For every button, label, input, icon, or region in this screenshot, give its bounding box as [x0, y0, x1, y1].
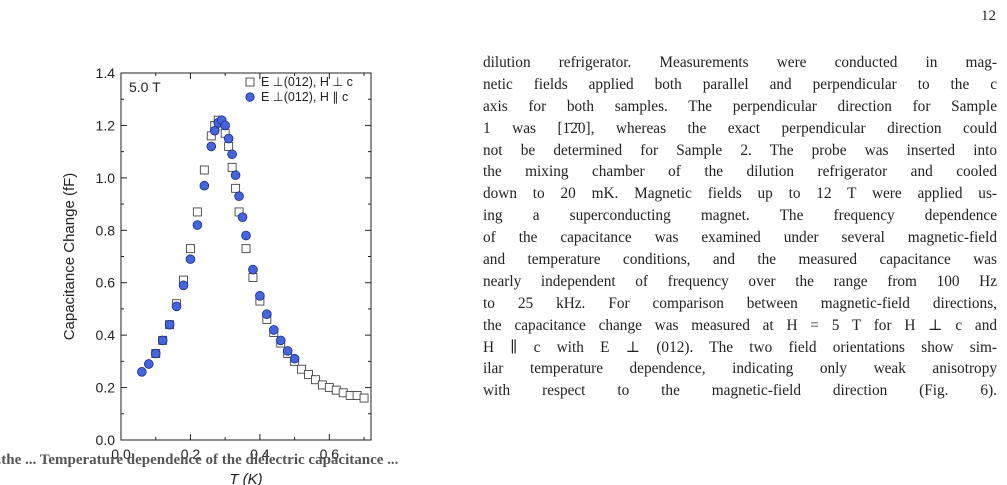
marker-square — [304, 370, 313, 379]
figure-caption: ...the ... Temperature dependence of the… — [0, 452, 399, 468]
marker-circle — [178, 280, 189, 291]
y-tick-label: 0.4 — [96, 327, 116, 343]
marker-circle — [150, 348, 161, 359]
marker-square — [297, 364, 307, 374]
marker-circle — [185, 254, 196, 264]
legend-marker-square — [245, 77, 255, 87]
x-tick-label: 0.4 — [250, 446, 270, 462]
marker-circle — [157, 335, 168, 346]
marker-circle — [227, 149, 237, 160]
marker-circle — [230, 170, 241, 181]
y-tick-label: 0.6 — [96, 275, 116, 291]
marker-circle — [171, 301, 182, 312]
marker-circle — [223, 133, 234, 144]
body-text-line: of the capacitance was examined under se… — [483, 229, 997, 247]
marker-square — [241, 244, 251, 254]
body-text-line: axis for both samples. The perpendicular… — [483, 97, 997, 115]
marker-square — [224, 141, 234, 151]
body-text-line: netic fields applied both parallel and p… — [483, 75, 997, 93]
marker-circle — [164, 319, 175, 330]
body-text-line: ilar temperature dependence, indicating … — [483, 360, 997, 378]
body-text-line: with respect to the magnetic-field direc… — [483, 382, 997, 400]
capacitance-chart: 0.0 0.2 0.4 0.6 0.8 1.0 1.2 1.4 0.0 0.2 0.4 0.6 5.0… — [61, 65, 372, 485]
body-text-line: 1 was [1̄2̄0], whereas the exact perpend… — [483, 119, 997, 137]
marker-circle — [241, 230, 251, 241]
marker-circle — [220, 120, 230, 131]
body-text-line: to 25 kHz. For comparison between magnet… — [483, 294, 997, 312]
y-tick-label: 1.0 — [96, 170, 116, 186]
body-text-line: ing a superconducting magnet. The freque… — [483, 207, 997, 225]
body-text-line: the capacitance change was measured at H… — [483, 316, 997, 334]
legend-label-parallel: E ⊥(012), H ∥ c — [261, 90, 348, 104]
x-axis-label: T (K) — [229, 471, 262, 485]
marker-circle — [199, 180, 210, 191]
marker-circle — [255, 291, 265, 301]
page-number: 12 — [981, 8, 996, 24]
marker-circle — [137, 367, 147, 377]
marker-circle — [234, 191, 244, 202]
marker-circle — [268, 325, 279, 335]
marker-circle — [206, 141, 217, 152]
marker-circle — [282, 346, 293, 356]
body-text-line: not be determined for Sample 2. The prob… — [483, 141, 997, 159]
y-tick-label: 1.4 — [96, 65, 116, 81]
body-text-line: nearly independent of frequency over the… — [483, 272, 997, 290]
marker-circle — [248, 264, 258, 275]
marker-square — [199, 165, 209, 175]
marker-circle — [209, 125, 220, 136]
legend-label-perpendicular: E ⊥(012), H ⊥ c — [261, 75, 353, 89]
body-text-line: H ∥ c with E ⊥ (012). The two field orie… — [483, 338, 997, 356]
y-tick-label: 0.8 — [96, 222, 116, 238]
marker-square — [185, 244, 195, 254]
marker-square — [231, 183, 241, 193]
marker-square — [227, 162, 237, 172]
body-text-line: down to 20 mK. Magnetic fields up to 12 … — [483, 185, 997, 203]
body-text-line: dilution refrigerator. Measurements were… — [483, 54, 997, 71]
x-tick-label: 0.2 — [181, 446, 201, 462]
marker-square — [310, 375, 320, 385]
marker-square — [248, 273, 258, 282]
marker-square — [359, 393, 369, 403]
legend-marker-circle — [245, 92, 255, 102]
body-text-line: the mixing chamber of the dilution refri… — [483, 163, 997, 181]
x-tick-label: 0.0 — [111, 446, 131, 462]
marker-circle — [289, 353, 300, 364]
marker-circle — [275, 335, 286, 346]
y-axis-label: Capacitance Change (fF) — [61, 173, 78, 341]
x-tick-label: 0.6 — [320, 446, 340, 462]
marker-circle — [262, 309, 272, 319]
marker-square — [192, 207, 202, 217]
field-annotation: 5.0 T — [129, 79, 161, 95]
marker-circle — [237, 212, 248, 222]
y-tick-label: 0.0 — [96, 432, 116, 448]
body-text: dilution refrigerator. Measurements were… — [483, 52, 997, 402]
y-tick-label: 0.2 — [96, 380, 116, 396]
y-tick-label: 1.2 — [96, 117, 116, 133]
marker-circle — [192, 220, 203, 230]
body-text-line: and temperature conditions, and the meas… — [483, 251, 997, 269]
marker-circle — [143, 359, 154, 369]
